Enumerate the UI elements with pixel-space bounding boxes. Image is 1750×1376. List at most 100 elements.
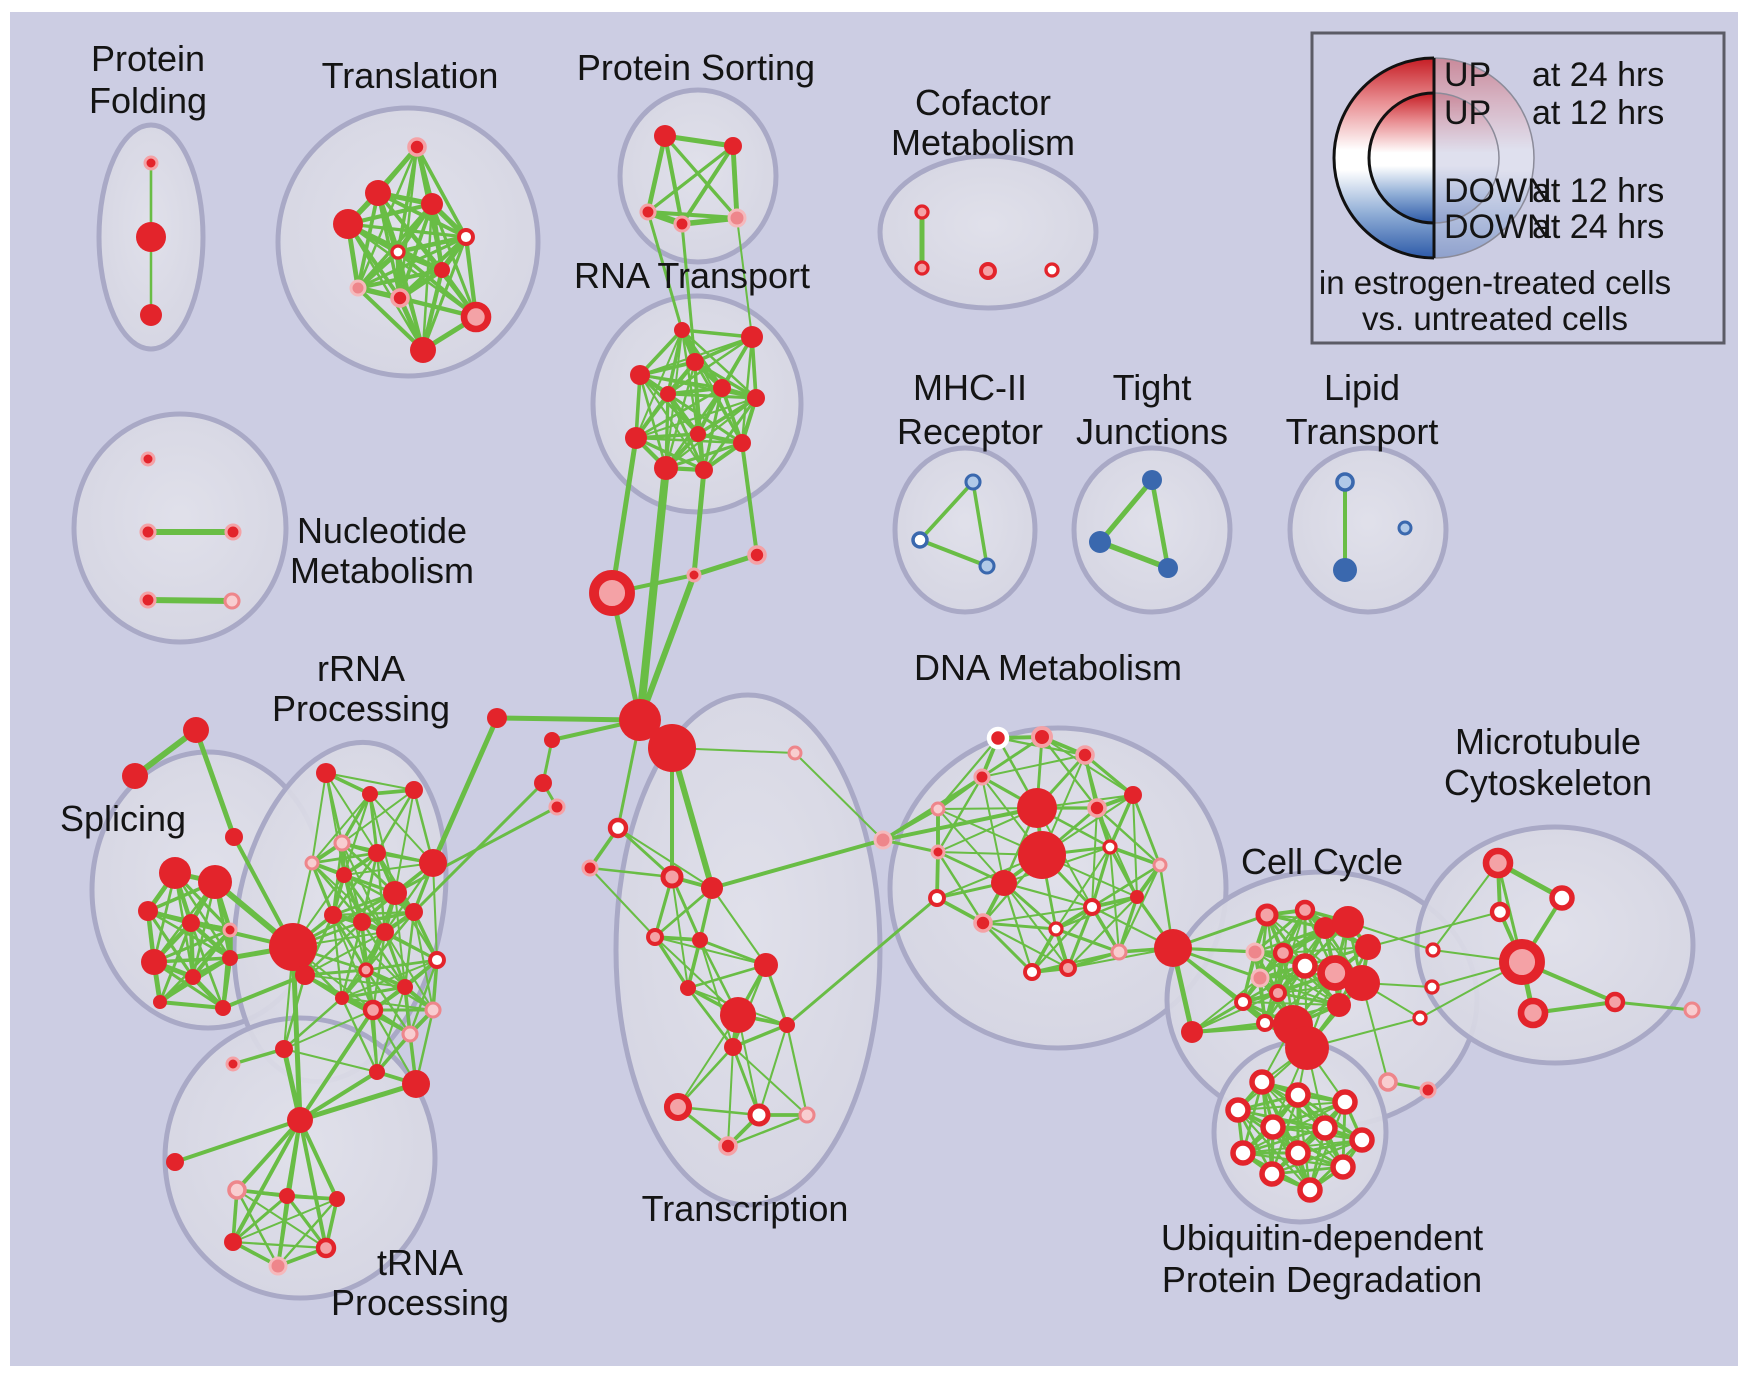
network-edge xyxy=(635,436,705,472)
network-edge xyxy=(1055,846,1111,930)
node-protein-folding xyxy=(136,222,166,252)
node-connectors xyxy=(544,732,560,748)
network-edge xyxy=(919,538,988,568)
node-translation xyxy=(349,279,367,297)
node-dna-metabolism xyxy=(1154,929,1192,967)
node-microtubule-cytoskeleton xyxy=(1489,901,1511,923)
network-edge xyxy=(1098,478,1154,544)
node-dna-metabolism xyxy=(1031,726,1053,748)
network-edge xyxy=(731,1046,761,1116)
node-cell-cycle xyxy=(1256,1014,1274,1032)
network-edge xyxy=(1131,794,1162,866)
network-edge xyxy=(304,921,363,976)
node-dna-metabolism xyxy=(1102,839,1118,855)
node-mhc-ii-receptor xyxy=(911,531,929,549)
network-edge xyxy=(727,1113,808,1148)
network-edge xyxy=(589,867,656,938)
node-lipid-transport xyxy=(1335,472,1355,492)
node-rna-transport xyxy=(654,456,678,480)
node-mhc-ii-receptor xyxy=(978,557,996,575)
network-edge xyxy=(982,921,1057,931)
network-edge xyxy=(290,946,303,1121)
node-rrna-processing xyxy=(316,763,336,783)
network-edge xyxy=(298,1119,339,1200)
node-connectors xyxy=(589,570,635,616)
legend-direction-label: DOWN xyxy=(1444,208,1552,246)
network-edge xyxy=(1055,927,1120,954)
node-rrna-processing xyxy=(424,1001,442,1019)
network-edge xyxy=(368,793,379,854)
node-rrna-processing xyxy=(402,1070,430,1098)
network-edge xyxy=(1242,1001,1340,1006)
network-edge xyxy=(1172,946,1266,1025)
node-rrna-processing xyxy=(269,923,317,971)
node-connectors xyxy=(787,745,803,761)
network-edge xyxy=(1003,881,1093,909)
node-rrna-processing xyxy=(335,991,349,1005)
network-edge xyxy=(341,985,406,1000)
network-edge xyxy=(677,1014,739,1108)
node-splicing xyxy=(222,950,238,966)
network-edge xyxy=(1083,753,1135,797)
node-dna-metabolism xyxy=(973,913,993,933)
network-edge xyxy=(1096,807,1161,866)
network-edge xyxy=(1191,992,1279,1033)
node-protein-sorting xyxy=(673,215,691,233)
node-transcription xyxy=(798,1106,816,1124)
node-cell-cycle xyxy=(1250,968,1270,988)
node-rrna-processing xyxy=(368,844,386,862)
network-edge xyxy=(697,396,757,436)
network-edge xyxy=(732,1046,808,1116)
node-rna-transport xyxy=(686,353,704,371)
node-dna-metabolism xyxy=(1059,959,1077,977)
network-edge xyxy=(384,862,434,933)
legend-time-label: at 12 hrs xyxy=(1532,172,1664,210)
cluster-label-dna-metabolism: DNA Metabolism xyxy=(914,647,1182,688)
node-protein-sorting xyxy=(724,137,742,155)
cluster-ellipse-microtubule-cytoskeleton xyxy=(1414,824,1696,1066)
node-transcription xyxy=(680,980,696,996)
cluster-label-translation: Translation xyxy=(322,55,499,96)
network-edge xyxy=(617,827,713,889)
node-rna-transport xyxy=(674,322,690,338)
node-trna-processing xyxy=(329,1191,345,1207)
network-edge xyxy=(757,1024,789,1116)
network-edge xyxy=(654,886,713,939)
node-rna-transport xyxy=(630,365,650,385)
network-edge xyxy=(231,1119,302,1243)
node-rrna-processing xyxy=(405,781,423,799)
network-edge xyxy=(304,968,367,977)
network-edge xyxy=(982,922,1069,969)
network-edge xyxy=(664,361,697,469)
node-splicing xyxy=(141,949,167,975)
network-edge xyxy=(357,267,443,291)
node-dna-metabolism xyxy=(1083,898,1101,916)
network-edge xyxy=(415,146,468,238)
node-transcription xyxy=(724,1038,742,1056)
cluster-label-lipid-transport: Transport xyxy=(1286,411,1439,452)
node-tight-junctions xyxy=(1158,558,1178,578)
node-rna-transport xyxy=(625,427,647,449)
network-edge xyxy=(981,735,1043,779)
node-microtubule-cytoskeleton xyxy=(1604,991,1626,1013)
node-dna-metabolism xyxy=(1087,798,1107,818)
node-trna-processing xyxy=(227,1180,247,1200)
network-edge xyxy=(727,1046,734,1147)
legend-time-label: at 12 hrs xyxy=(1532,94,1664,132)
network-edge xyxy=(365,958,438,972)
node-dna-metabolism xyxy=(928,889,946,907)
node-dna-metabolism xyxy=(1075,745,1095,765)
network-edge xyxy=(635,436,743,445)
network-edge xyxy=(667,335,753,396)
node-ubiquitin-degradation xyxy=(1249,1069,1275,1095)
network-edge xyxy=(638,328,684,377)
node-rrna-processing xyxy=(324,906,342,924)
network-edge xyxy=(298,1070,379,1122)
network-edge xyxy=(691,469,707,576)
network-edge xyxy=(222,973,306,1010)
node-rna-transport xyxy=(690,426,706,442)
node-transcription xyxy=(720,997,756,1033)
node-tight-junctions xyxy=(1142,470,1162,490)
